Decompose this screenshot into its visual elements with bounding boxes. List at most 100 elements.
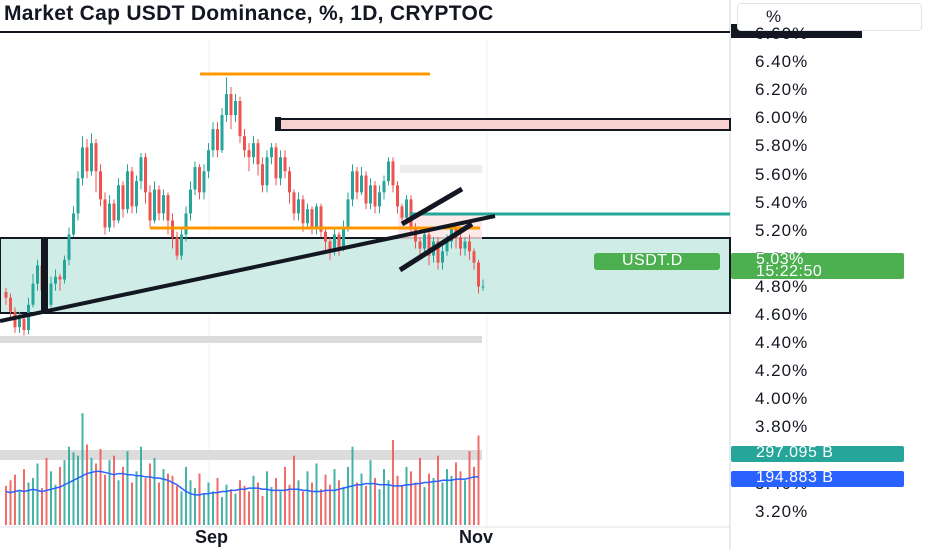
symbol-tag-label: USDT.D: [622, 252, 683, 269]
volume-bar: [230, 489, 232, 525]
candle-body: [108, 203, 111, 228]
volume-bar: [306, 471, 309, 525]
volume-bar: [243, 485, 246, 525]
candle-body: [315, 206, 318, 228]
demand-zone: [0, 237, 731, 314]
candle-body: [220, 115, 224, 151]
candle-body: [346, 199, 350, 228]
volume-bar: [239, 480, 241, 525]
volume-bar: [95, 463, 97, 525]
candle-body: [360, 175, 363, 193]
chart-title: Market Cap USDT Dominance, %, 1D, CRYPTO…: [4, 2, 494, 25]
volume-bar: [153, 457, 156, 525]
volume-bar: [180, 491, 183, 525]
volume-bar: [297, 480, 300, 525]
candle-body: [292, 192, 296, 214]
price-axis-label: 6.00%: [755, 108, 809, 128]
volume-bar: [455, 462, 457, 525]
volume-bar: [171, 475, 174, 525]
candle-body: [130, 171, 134, 207]
volume-bar: [198, 473, 201, 525]
supply-zone-handle: [275, 117, 281, 131]
volume-bar: [392, 440, 394, 525]
candle-body: [400, 206, 404, 218]
volume-bar: [203, 493, 205, 525]
volume-ma-line: [5, 470, 479, 496]
candle-body: [468, 241, 471, 252]
candle-body: [63, 259, 66, 280]
volume-bar: [86, 444, 88, 525]
volume-bar: [189, 480, 192, 525]
drawing-zones: [0, 24, 862, 460]
volume-bar: [185, 466, 187, 525]
volume-tag-ma-value: 194.883 B: [756, 469, 834, 486]
volume-bar: [405, 466, 408, 525]
candle-body: [18, 318, 21, 328]
countdown-timer: 15:22:50: [756, 263, 823, 280]
candle-body: [441, 251, 444, 263]
candle-body: [405, 199, 408, 218]
volume-bar: [234, 493, 237, 525]
candle-body: [126, 171, 129, 210]
zone-handle-black: [41, 238, 48, 313]
volume-bar: [473, 466, 475, 525]
candle-body: [423, 234, 426, 249]
candle-body: [198, 167, 201, 193]
candle-body: [333, 234, 336, 252]
volume-bar: [261, 495, 264, 525]
candle-body: [225, 94, 228, 116]
volume-bar: [270, 486, 273, 525]
candle-series: [4, 77, 485, 336]
volume-bar: [423, 486, 426, 525]
volume-bar: [99, 448, 102, 525]
candle-body: [22, 318, 26, 331]
volume-bar: [126, 451, 129, 525]
scale-unit-selector[interactable]: %: [737, 3, 922, 31]
candle-body: [364, 175, 368, 204]
candle-body: [94, 143, 98, 172]
volume-bar: [324, 474, 327, 525]
volume-bar: [338, 480, 340, 525]
price-axis-label: 6.20%: [755, 80, 809, 100]
candle-body: [162, 195, 165, 214]
volume-bar: [27, 482, 30, 525]
volume-bar: [279, 491, 282, 525]
candle-body: [117, 185, 120, 221]
channel-line-upper: [400, 186, 464, 227]
volume-bar: [333, 469, 336, 525]
volume-bar: [356, 482, 358, 525]
price-axis-label: 6.40%: [755, 52, 809, 72]
candle-body: [166, 195, 170, 221]
volume-bar: [459, 471, 462, 525]
volume-bar: [450, 475, 453, 525]
last-price-tag: 5.03% 15:22:50: [731, 251, 904, 280]
last-price-value: 5.03%: [756, 251, 804, 268]
trend-drawings: [0, 72, 730, 323]
candle-body: [427, 234, 431, 256]
volume-bar: [194, 488, 196, 525]
candle-body: [283, 157, 287, 172]
volume-bar: [342, 486, 345, 525]
symbol-tag[interactable]: USDT.D: [594, 252, 720, 270]
candle-body: [256, 143, 260, 165]
candle-body: [49, 283, 53, 305]
supply-zone: [279, 118, 731, 131]
candle-body: [76, 178, 80, 214]
candle-body: [216, 129, 219, 151]
volume-bar: [140, 446, 142, 525]
volume-bar: [131, 482, 133, 525]
candle-body: [229, 94, 233, 116]
candle-body: [337, 234, 341, 249]
candle-body: [81, 147, 84, 179]
volume-bar: [149, 463, 151, 525]
candle-body: [288, 171, 291, 193]
volume-bar: [45, 457, 48, 525]
volume-bar: [41, 488, 43, 525]
candle-body: [153, 189, 156, 221]
candle-body: [31, 283, 35, 305]
candle-body: [463, 241, 467, 249]
grey-band: [0, 450, 482, 460]
candle-body: [148, 192, 152, 221]
candle-body: [261, 164, 264, 186]
